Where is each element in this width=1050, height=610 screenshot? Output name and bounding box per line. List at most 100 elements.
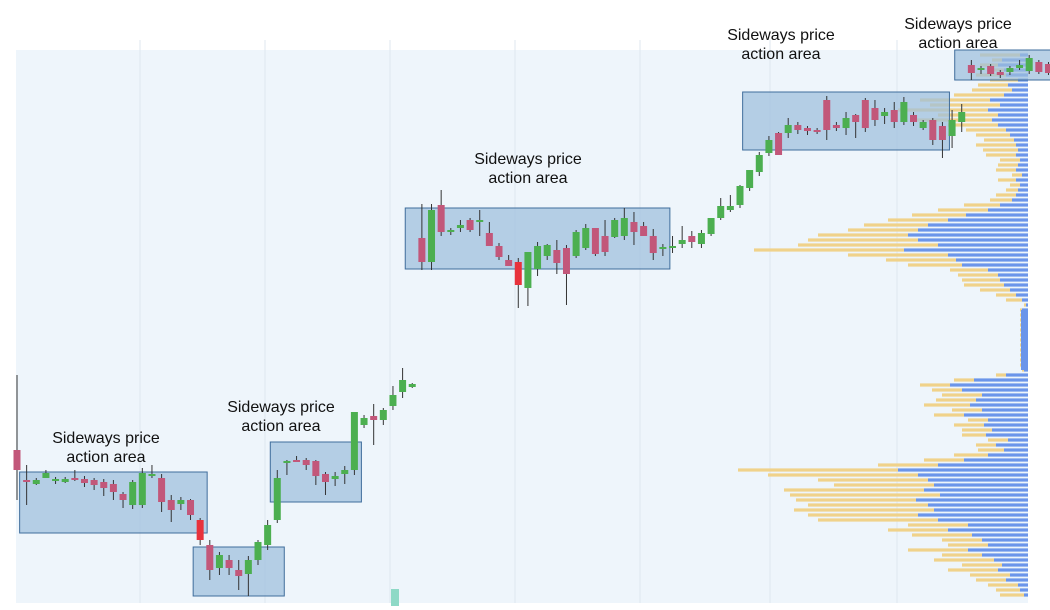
profile-bar-buy xyxy=(988,108,1028,112)
profile-bar-sell xyxy=(978,448,1004,452)
candle-body xyxy=(456,225,464,228)
candle-body xyxy=(100,482,108,488)
candle-body xyxy=(32,480,40,484)
zone-annotation: Sideways price action area xyxy=(727,27,835,63)
profile-bar-sell xyxy=(996,193,1016,197)
candle-body xyxy=(842,118,850,128)
profile-bar-buy xyxy=(934,483,1028,487)
candle-body xyxy=(244,560,252,574)
candle-body xyxy=(803,128,811,131)
candle-body xyxy=(572,232,580,256)
profile-bar-sell xyxy=(784,488,924,492)
candle-body xyxy=(871,108,879,120)
candle-body xyxy=(428,210,436,262)
profile-bar-sell xyxy=(962,278,1000,282)
profile-bar-sell xyxy=(888,218,948,222)
candle-body xyxy=(987,66,995,74)
candle-body xyxy=(996,72,1004,75)
candle-body xyxy=(534,246,542,269)
profile-bar-sell xyxy=(796,498,916,502)
profile-bar-buy xyxy=(992,118,1028,122)
candle-body xyxy=(813,130,821,132)
profile-bar-buy xyxy=(1022,298,1028,302)
profile-bar-buy xyxy=(988,543,1028,547)
candle-body xyxy=(254,542,262,560)
profile-bar-sell xyxy=(986,153,1016,157)
candle-body xyxy=(784,125,792,133)
profile-bar-buy xyxy=(974,378,1028,382)
candle-body xyxy=(80,479,88,483)
candle-body xyxy=(138,473,146,505)
profile-bar-buy xyxy=(1018,148,1028,152)
candle-body xyxy=(379,410,387,420)
profile-bar-sell xyxy=(964,283,1004,287)
candle-body xyxy=(881,112,889,116)
candle-body xyxy=(938,126,946,140)
profile-bar-buy xyxy=(968,523,1028,527)
profile-bar-sell xyxy=(1012,173,1022,177)
candle-body xyxy=(13,450,21,470)
profile-bar-buy xyxy=(998,273,1028,277)
profile-bar-sell xyxy=(958,273,998,277)
profile-bar-sell xyxy=(972,88,1012,92)
profile-bar-sell xyxy=(1006,298,1022,302)
candle-body xyxy=(331,476,339,479)
profile-bar-sell xyxy=(950,268,988,272)
candle-body xyxy=(1025,58,1033,71)
candle-body xyxy=(389,395,397,406)
candle-body xyxy=(52,479,60,481)
profile-bar-buy xyxy=(918,238,1028,242)
candle-body xyxy=(1044,64,1050,73)
profile-bar-buy xyxy=(924,488,1028,492)
candle-body xyxy=(958,112,966,122)
profile-bar-sell xyxy=(932,388,962,392)
profile-bar-buy xyxy=(956,258,1028,262)
profile-bar-sell xyxy=(996,293,1016,297)
profile-bar-buy xyxy=(964,413,1028,417)
profile-bar-buy xyxy=(962,263,1028,267)
candle-body xyxy=(119,494,127,500)
profile-bar-sell xyxy=(794,508,934,512)
candle-body xyxy=(977,68,985,70)
candle-body xyxy=(225,560,233,568)
candle-body xyxy=(746,170,754,188)
profile-bar-sell xyxy=(970,573,1010,577)
profile-bar-sell xyxy=(864,223,928,227)
profile-bar-buy xyxy=(1006,128,1028,132)
profile-bar-buy xyxy=(1016,153,1028,157)
profile-bar-sell xyxy=(848,253,948,257)
candle-body xyxy=(23,480,31,482)
profile-bar-buy xyxy=(1020,183,1028,187)
candle-body xyxy=(476,220,484,222)
profile-bar-buy xyxy=(934,508,1028,512)
candle-body xyxy=(129,482,137,505)
profile-bar-buy xyxy=(1016,143,1028,147)
candle-body xyxy=(341,470,349,474)
profile-bar-buy xyxy=(988,418,1028,422)
candle-body xyxy=(302,460,310,465)
profile-bar-sell xyxy=(934,558,994,562)
profile-bar-sell xyxy=(938,208,988,212)
candle-body xyxy=(582,228,590,248)
candle-body xyxy=(42,473,50,478)
profile-bar-sell xyxy=(1000,593,1024,597)
profile-bar-buy xyxy=(938,518,1028,522)
profile-bar-sell xyxy=(964,203,1000,207)
candle-body xyxy=(823,100,831,130)
candle-body xyxy=(273,478,281,520)
candle-body xyxy=(688,236,696,242)
candle-body xyxy=(591,228,599,254)
candle-body xyxy=(775,133,783,155)
profile-bar-buy xyxy=(1004,448,1028,452)
profile-poc-bar xyxy=(1021,310,1028,370)
candle-body xyxy=(852,115,860,122)
profile-bar-sell xyxy=(1010,183,1020,187)
profile-bar-sell xyxy=(738,468,898,472)
profile-bar-sell xyxy=(954,453,988,457)
profile-bar-buy xyxy=(928,503,1028,507)
profile-bar-sell xyxy=(1024,303,1026,307)
profile-bar-sell xyxy=(936,398,976,402)
volume-marker xyxy=(391,589,399,606)
profile-bar-buy xyxy=(1020,158,1028,162)
profile-bar-buy xyxy=(984,423,1028,427)
